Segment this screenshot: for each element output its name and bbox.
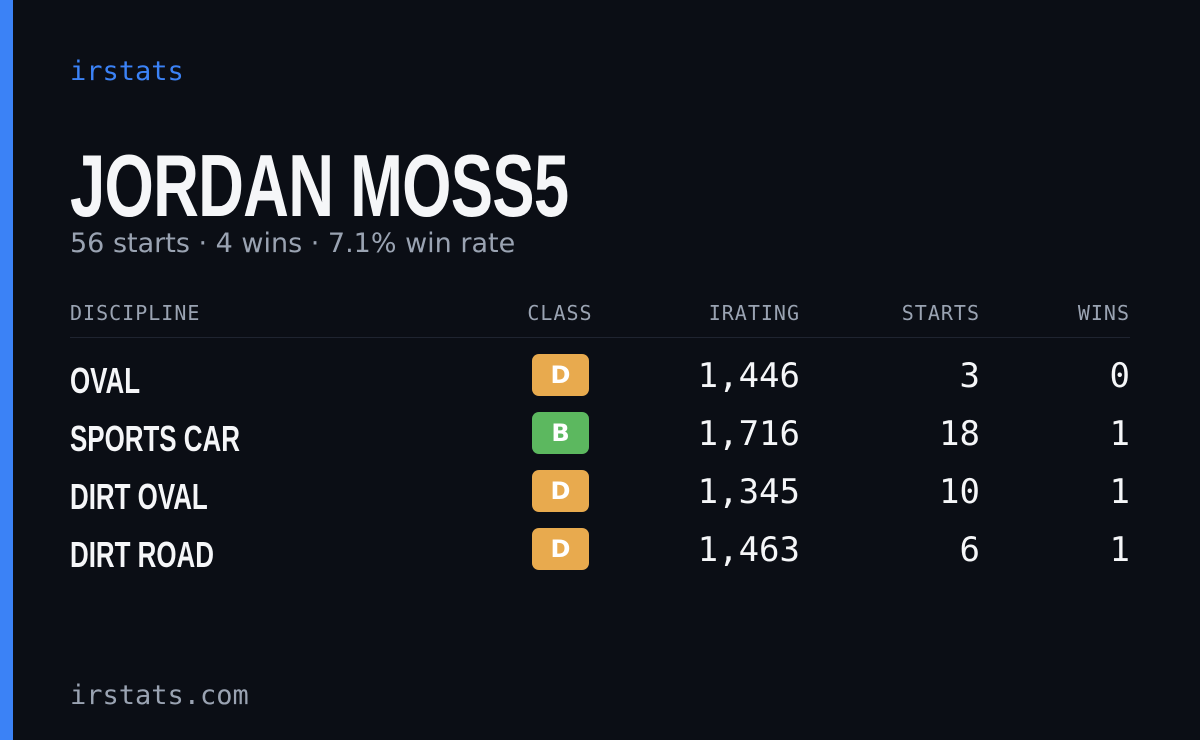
starts: 18: [939, 414, 980, 454]
wins: 1: [1109, 530, 1130, 570]
discipline: DIRT OVAL: [70, 476, 208, 517]
irating: 1,446: [697, 356, 800, 396]
discipline: DIRT ROAD: [70, 534, 214, 575]
column-header: DISCIPLINE: [70, 301, 201, 325]
starts: 6: [959, 530, 980, 570]
accent-bar: [0, 0, 13, 740]
starts: 10: [939, 472, 980, 512]
wins: 0: [1109, 356, 1130, 396]
class-badge: D: [532, 528, 589, 570]
wins: 1: [1109, 414, 1130, 454]
driver-summary: 56 starts · 4 wins · 7.1% win rate: [70, 228, 516, 259]
column-header: WINS: [1077, 301, 1130, 325]
discipline: OVAL: [70, 360, 141, 401]
column-header: STARTS: [901, 301, 980, 325]
header-rule: [70, 337, 1130, 338]
column-header: CLASS: [527, 301, 593, 325]
discipline: SPORTS CAR: [70, 418, 240, 459]
class-badge: B: [532, 412, 589, 454]
footer-url: irstats.com: [70, 680, 249, 711]
brand: irstats: [70, 56, 184, 87]
class-badge: D: [532, 354, 589, 396]
irating: 1,716: [697, 414, 800, 454]
class-badge: D: [532, 470, 589, 512]
column-header: IRATING: [708, 301, 800, 325]
irating: 1,345: [697, 472, 800, 512]
wins: 1: [1109, 472, 1130, 512]
irating: 1,463: [697, 530, 800, 570]
driver-name: JORDAN MOSS5: [70, 136, 569, 235]
starts: 3: [959, 356, 980, 396]
